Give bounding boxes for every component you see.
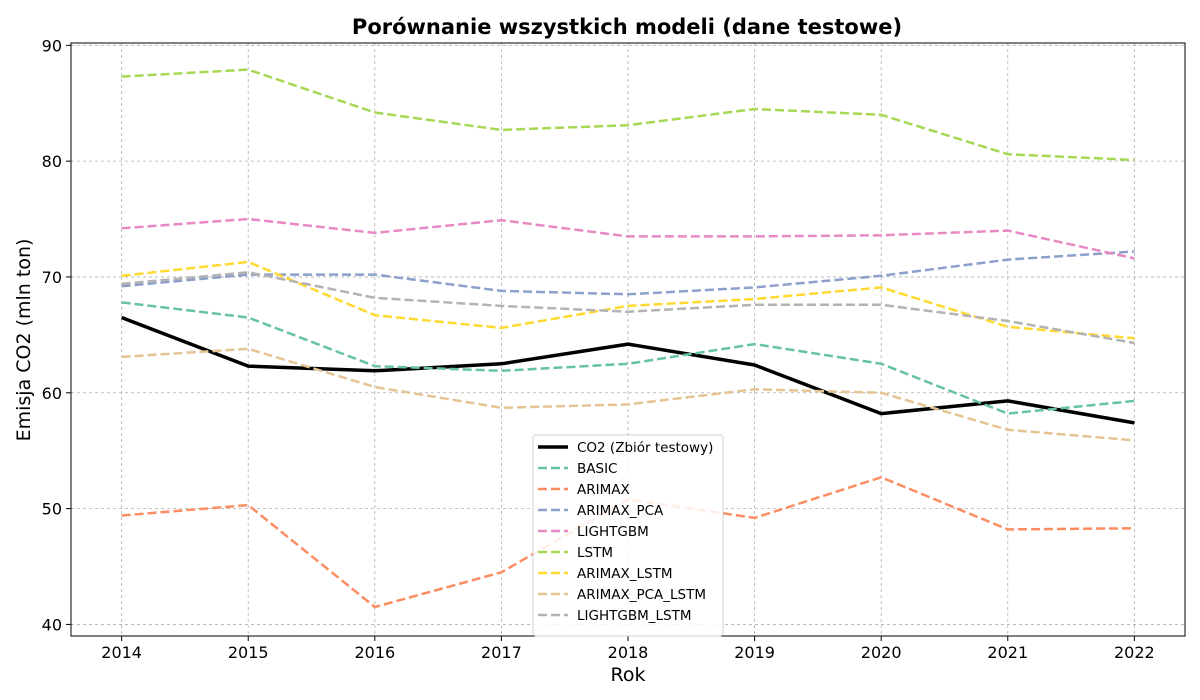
series-line-co2-zbi-r-testowy xyxy=(120,315,1135,425)
y-tick-label: 90 xyxy=(42,36,62,55)
axis-ticks: 2014 2015 2016 2017 2018 2019 2020 2021 2022 40 50… xyxy=(42,36,1155,662)
legend: CO2 (Zbiór testowy) BASIC ARIMAX ARIMAX_PCA… xyxy=(532,434,724,637)
legend-box xyxy=(532,434,724,637)
legend-label: LIGHTGBM_LSTM xyxy=(577,608,691,624)
series-line-lightgbm-lstm xyxy=(121,271,1135,345)
legend-label: CO2 (Zbiór testowy) xyxy=(577,440,713,456)
series-line-arimax-pca xyxy=(121,250,1135,296)
y-tick-label: 60 xyxy=(42,384,62,403)
x-tick-label: 2019 xyxy=(734,643,775,662)
series-line-lstm xyxy=(121,68,1135,162)
series-line-basic xyxy=(121,301,1135,415)
legend-label: LSTM xyxy=(577,545,613,561)
legend-label: ARIMAX_LSTM xyxy=(577,566,672,582)
grid xyxy=(71,43,1185,636)
series-line-arimax-pca-lstm xyxy=(121,347,1135,442)
y-tick-label: 40 xyxy=(42,615,62,634)
x-tick-label: 2022 xyxy=(1114,643,1155,662)
y-tick-label: 80 xyxy=(42,152,62,171)
chart-title: Porównanie wszystkich modeli (dane testo… xyxy=(352,15,902,39)
x-tick-label: 2017 xyxy=(481,643,522,662)
x-tick-label: 2014 xyxy=(101,643,142,662)
x-tick-label: 2020 xyxy=(861,643,902,662)
legend-label: LIGHTGBM xyxy=(577,524,649,540)
x-tick-label: 2018 xyxy=(608,643,649,662)
legend-label: ARIMAX_PCA_LSTM xyxy=(577,587,706,603)
series-line-lightgbm xyxy=(121,217,1135,260)
x-axis-label: Rok xyxy=(611,664,646,686)
x-tick-label: 2021 xyxy=(987,643,1028,662)
legend-label: ARIMAX xyxy=(577,482,630,498)
legend-label: ARIMAX_PCA xyxy=(577,503,664,519)
y-tick-label: 70 xyxy=(42,268,62,287)
x-tick-label: 2015 xyxy=(228,643,269,662)
y-axis-label: Emisja CO2 (mln ton) xyxy=(13,239,35,442)
x-tick-label: 2016 xyxy=(354,643,395,662)
legend-label: BASIC xyxy=(577,461,617,477)
y-tick-label: 50 xyxy=(42,500,62,519)
